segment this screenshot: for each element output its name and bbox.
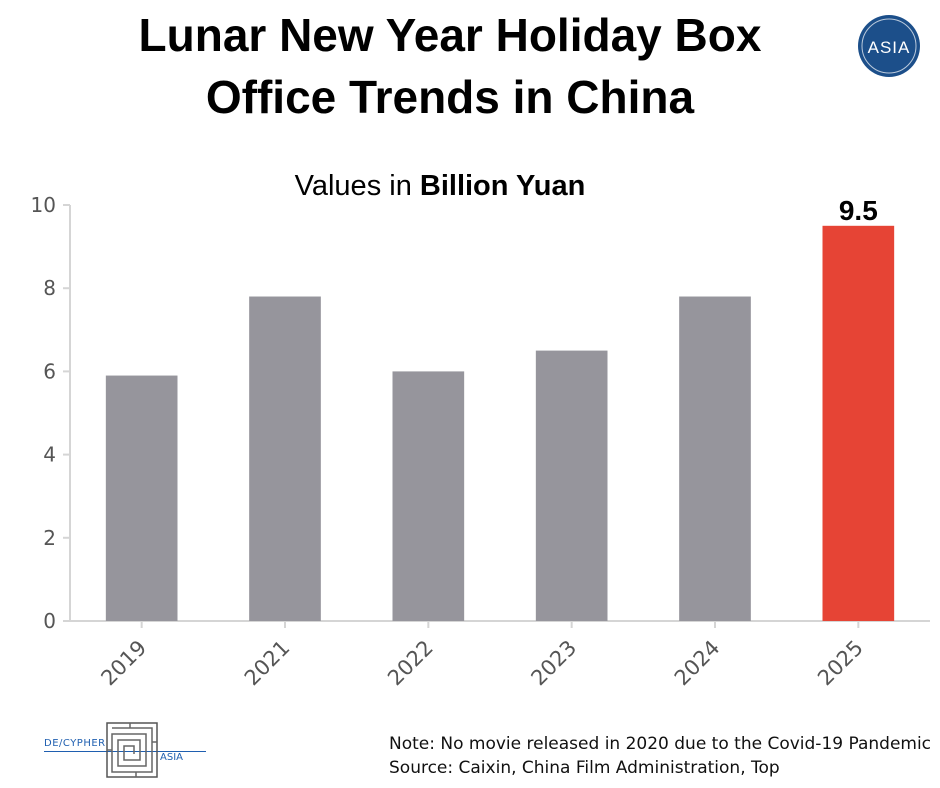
chart-labels: 2019 2021 2022 2023 2024 2025 9.5 [96,195,877,691]
logo-text-right: ASIA [160,752,183,763]
y-tick-label: 10 [31,193,56,217]
note-text: Note: No movie released in 2020 due to t… [389,734,932,754]
x-tick-label-2021: 2021 [240,636,295,691]
chart-bars [105,225,895,622]
chart-title: Lunar New Year Holiday Box Office Trends… [40,4,860,128]
logo-text-left: DE/CYPHER [44,738,106,749]
bar-2025 [822,225,895,622]
x-tick-label-2025: 2025 [813,636,868,691]
bar-2021 [249,296,321,621]
bar-2024 [679,296,751,621]
logo-underline [44,751,206,752]
bar-2022 [392,371,465,621]
y-tick-label: 6 [43,359,56,383]
x-tick-label-2023: 2023 [526,636,581,691]
badge-text: ASIA [868,38,911,57]
source-text: Source: Caixin, China Film Administratio… [389,758,780,778]
decypher-asia-logo: DE/CYPHER ASIA [44,722,214,778]
x-tick-label-2024: 2024 [670,636,725,691]
chart-notes: Note: No movie released in 2020 due to t… [389,732,931,780]
asia-badge-icon: ASIA [858,15,920,77]
data-label-2025: 9.5 [839,195,878,226]
x-tick-label-2022: 2022 [383,636,438,691]
chart-subtitle: Values in Billion Yuan [200,168,680,204]
maze-logo-icon [106,722,158,778]
y-tick-label: 0 [43,609,56,633]
bar-2023 [535,350,608,621]
y-tick-label: 8 [43,276,56,300]
y-tick-label: 2 [43,526,56,550]
bar-2019 [105,375,178,621]
chart-axes: 0 2 4 6 8 10 [31,193,930,633]
title-line-1: Lunar New Year Holiday Box [138,9,762,61]
y-tick-label: 4 [43,443,56,467]
bar-chart: 0 2 4 6 8 10 2019 2021 2022 2023 2024 2025 9.5 [31,193,930,691]
title-line-2: Office Trends in China [205,71,695,123]
subtitle-unit: Billion Yuan [419,170,586,202]
subtitle-prefix: Values in [294,170,420,202]
x-tick-label-2019: 2019 [96,636,151,691]
